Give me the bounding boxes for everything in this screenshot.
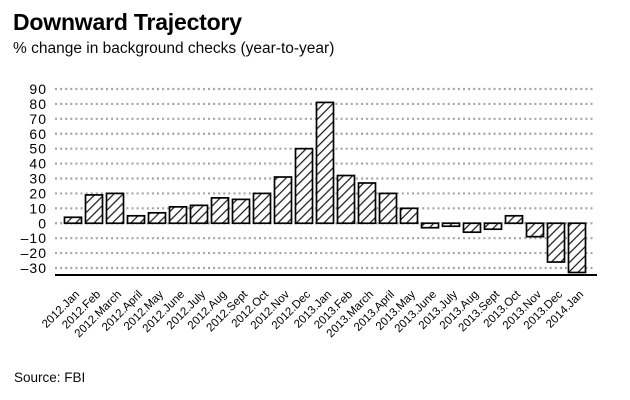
bar <box>189 204 209 225</box>
bar <box>105 192 125 225</box>
y-tick-label: 30 <box>29 171 47 187</box>
bar <box>441 222 461 228</box>
bar <box>315 101 335 225</box>
bar <box>294 147 314 225</box>
bar <box>252 192 272 225</box>
bar <box>63 216 83 225</box>
bar <box>525 222 545 238</box>
y-tick-label: 90 <box>29 81 47 97</box>
y-tick-label: –10 <box>21 230 47 246</box>
y-tick-label: 10 <box>29 200 47 216</box>
bar <box>462 222 482 234</box>
bar <box>378 192 398 225</box>
y-tick-label: 70 <box>29 111 47 127</box>
bar <box>147 211 167 225</box>
bar <box>357 182 377 225</box>
bar <box>546 222 566 263</box>
y-tick-label: 40 <box>29 156 47 172</box>
y-tick-label: –30 <box>21 260 47 276</box>
chart-title: Downward Trajectory <box>13 9 242 35</box>
bar <box>126 214 146 225</box>
y-tick-label: –20 <box>21 245 47 261</box>
bar <box>336 174 356 225</box>
bar <box>483 222 503 231</box>
bar <box>168 205 188 225</box>
bar <box>399 207 419 225</box>
bar <box>567 222 587 274</box>
y-tick-label: 0 <box>38 215 47 231</box>
bar <box>504 214 524 225</box>
bar <box>231 198 251 225</box>
y-tick-label: 50 <box>29 141 47 157</box>
y-tick-label: 20 <box>29 185 47 201</box>
bar <box>84 194 104 225</box>
y-tick-label: 60 <box>29 126 47 142</box>
y-tick-label: 80 <box>29 96 47 112</box>
bar <box>420 222 440 229</box>
bar <box>210 197 230 225</box>
source-note: Source: FBI <box>14 370 86 385</box>
bar <box>273 176 293 225</box>
chart-subtitle: % change in background checks (year-to-y… <box>13 40 335 57</box>
